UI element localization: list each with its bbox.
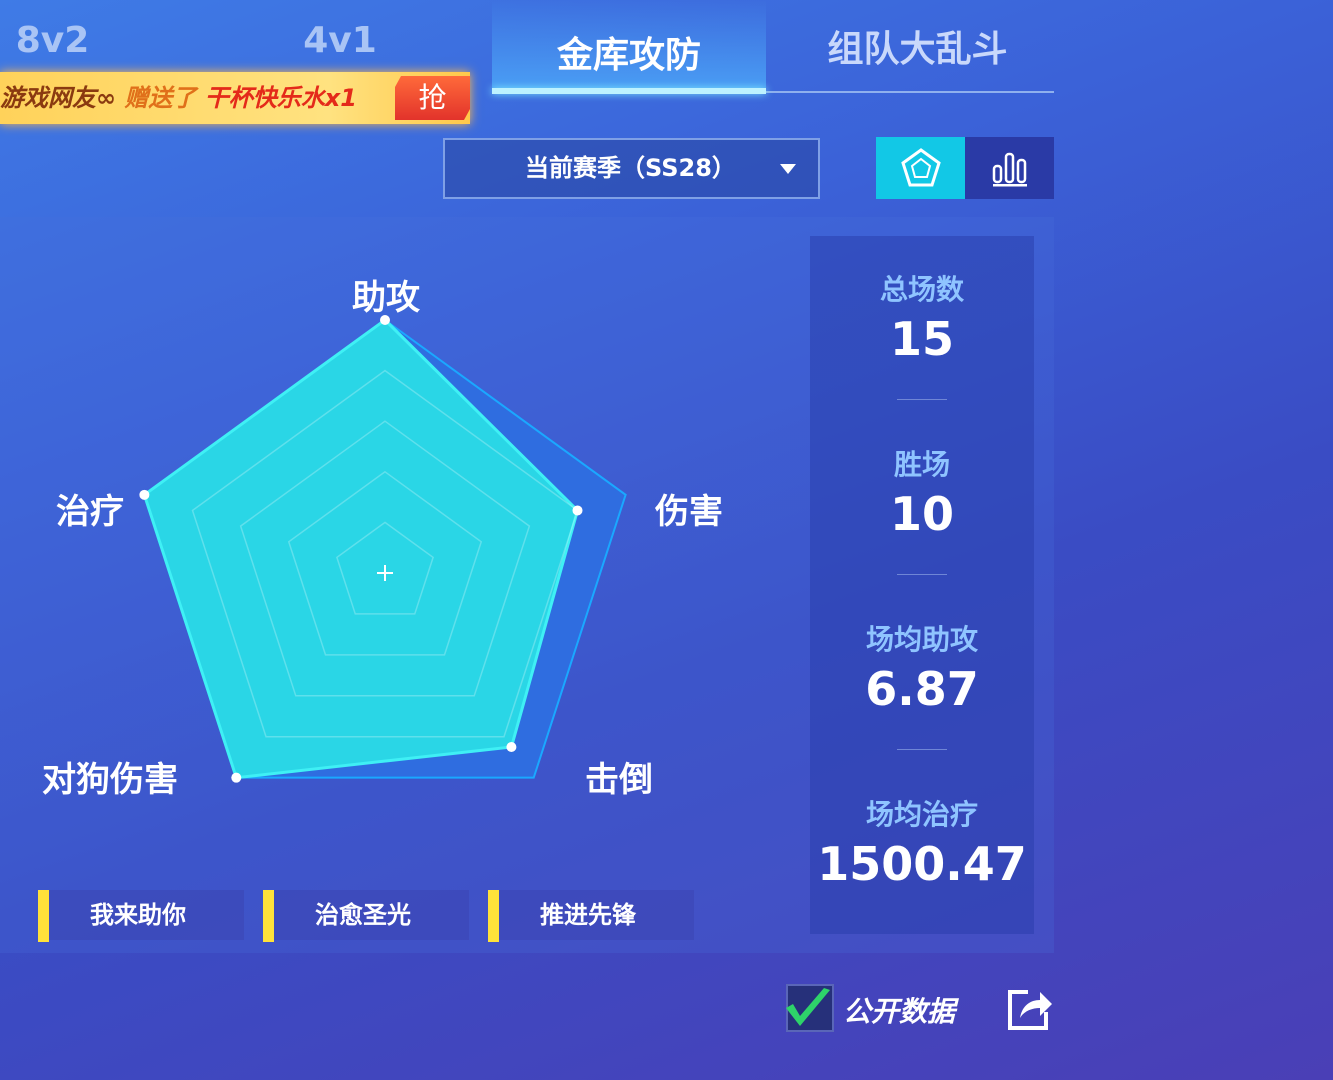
badge-label: 推进先锋 bbox=[540, 901, 636, 929]
public-data-label: 公开数据 bbox=[843, 995, 956, 1028]
badge-label: 治愈圣光 bbox=[315, 901, 411, 929]
grab-button[interactable]: 抢 bbox=[395, 76, 470, 120]
gift-sender: 游戏网友∞ bbox=[0, 84, 116, 112]
badge: 治愈圣光 bbox=[263, 890, 469, 942]
badge-accent bbox=[488, 890, 499, 942]
stat-value: 6.87 bbox=[865, 662, 979, 716]
divider bbox=[897, 749, 947, 750]
tab-8v2[interactable]: 8v2 bbox=[15, 20, 90, 61]
divider bbox=[897, 399, 947, 400]
radar-grid-ring bbox=[335, 521, 435, 615]
bar-view-button[interactable] bbox=[965, 137, 1054, 199]
radar-view-button[interactable] bbox=[876, 137, 965, 199]
radar-point bbox=[380, 315, 390, 325]
public-data-checkbox[interactable] bbox=[786, 984, 834, 1032]
active-tab-indicator bbox=[492, 88, 766, 94]
tab-4v1[interactable]: 4v1 bbox=[303, 20, 377, 61]
stat-value: 15 bbox=[889, 312, 954, 366]
radar-point bbox=[572, 505, 583, 516]
radar-point bbox=[231, 772, 242, 783]
radar-point bbox=[139, 489, 150, 500]
stat-label: 总场数 bbox=[879, 273, 964, 306]
stat-label: 胜场 bbox=[893, 448, 950, 481]
radar-chart bbox=[139, 315, 627, 783]
badge-label: 我来助你 bbox=[90, 901, 186, 929]
stat-total-matches: 总场数 15 bbox=[810, 268, 1034, 366]
radar-label-damage: 伤害 bbox=[655, 492, 723, 532]
radar-grid-ring bbox=[191, 369, 579, 738]
season-dropdown[interactable]: 当前赛季（SS28） bbox=[443, 138, 820, 199]
stat-value: 10 bbox=[889, 487, 954, 541]
badge: 我来助你 bbox=[38, 890, 244, 942]
radar-value-area bbox=[142, 318, 580, 780]
season-value: 当前赛季（SS28） bbox=[525, 154, 736, 182]
share-button[interactable] bbox=[1006, 986, 1054, 1036]
tab-divider bbox=[766, 91, 1054, 93]
stat-value: 1500.47 bbox=[817, 837, 1027, 891]
radar-label-knockdown: 击倒 bbox=[585, 760, 653, 800]
radar-point bbox=[506, 741, 517, 752]
stats-column: 总场数 15 胜场 10 场均助攻 6.87 场均治疗 1500.47 bbox=[810, 236, 1034, 934]
badge-accent bbox=[263, 890, 274, 942]
badge: 推进先锋 bbox=[488, 890, 694, 942]
chevron-down-icon bbox=[780, 164, 796, 174]
stat-wins: 胜场 10 bbox=[810, 443, 1034, 541]
stat-avg-heal: 场均治疗 1500.47 bbox=[810, 793, 1034, 891]
stat-avg-assists: 场均助攻 6.87 bbox=[810, 618, 1034, 716]
radar-grid-ring bbox=[239, 420, 531, 697]
tab-vault-defense[interactable]: 金库攻防 bbox=[492, 0, 766, 90]
radar-label-assist: 助攻 bbox=[352, 278, 420, 318]
checkmark-icon bbox=[786, 988, 830, 1026]
radar-grid-ring bbox=[287, 470, 483, 656]
tab-team-brawl[interactable]: 组队大乱斗 bbox=[827, 29, 1008, 70]
share-icon bbox=[1008, 990, 1052, 1030]
divider bbox=[897, 574, 947, 575]
stat-label: 场均助攻 bbox=[865, 623, 978, 656]
badge-accent bbox=[38, 890, 49, 942]
radar-label-heal: 治疗 bbox=[56, 492, 124, 532]
gift-verb: 赠送了 bbox=[124, 84, 197, 112]
gift-item: 干杯快乐水x1 bbox=[204, 84, 357, 112]
radar-center-icon bbox=[377, 565, 393, 581]
gift-banner: 游戏网友∞ 赠送了 干杯快乐水x1 bbox=[0, 72, 470, 124]
stat-label: 场均治疗 bbox=[865, 798, 978, 831]
bar-chart-icon bbox=[992, 152, 1027, 187]
radar-icon bbox=[900, 148, 941, 187]
radar-label-dog-damage: 对狗伤害 bbox=[42, 760, 178, 800]
